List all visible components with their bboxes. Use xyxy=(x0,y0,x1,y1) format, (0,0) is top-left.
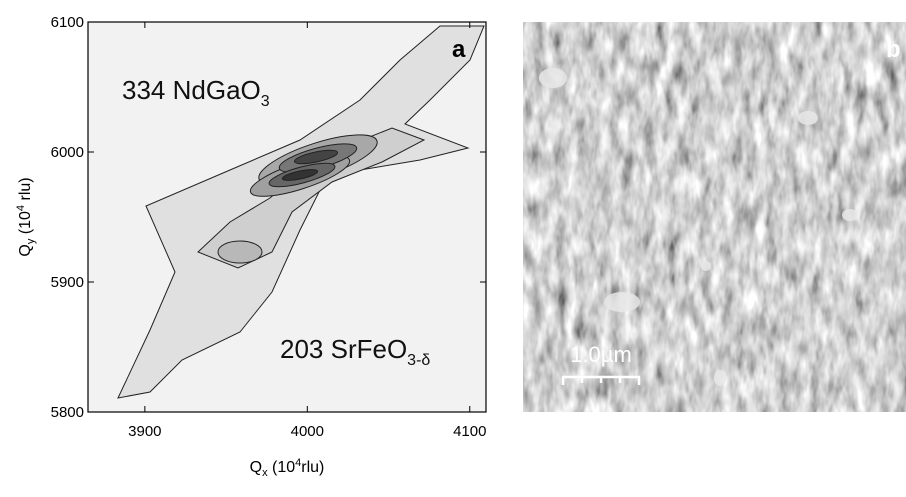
y-tick-label: 5900 xyxy=(51,274,84,291)
label-part: (10 xyxy=(268,459,296,476)
x-tick-label: 3900 xyxy=(128,423,161,440)
label-part: Q xyxy=(17,244,34,256)
label-part: (10 xyxy=(17,211,34,239)
panel-label: a xyxy=(452,36,466,63)
y-tick-label: 5800 xyxy=(51,404,84,421)
annotation-sub: 3-δ xyxy=(407,352,430,369)
annotation-text: 203 SrFeO xyxy=(280,334,407,364)
label-sub: y xyxy=(25,238,37,244)
annotation-text: 334 NdGaO xyxy=(122,75,261,105)
x-axis-label: Qx (104rlu) xyxy=(250,457,325,479)
label-part: Q xyxy=(250,459,262,476)
x-tick-label: 4100 xyxy=(453,423,486,440)
annotation: 203 SrFeO3-δ xyxy=(280,334,430,369)
label-part: rlu) xyxy=(17,177,34,205)
annotation-sub: 3 xyxy=(261,93,270,110)
x-tick-label: 4000 xyxy=(291,423,324,440)
afm-highlights xyxy=(539,68,858,386)
y-axis-label: Qy (104 rlu) xyxy=(15,177,37,256)
annotation: 334 NdGaO3 xyxy=(122,75,270,110)
plot-frame xyxy=(87,21,487,413)
scale-bar-label: 1.0µm xyxy=(570,342,632,367)
contours xyxy=(117,25,485,399)
afm-image xyxy=(523,22,906,412)
y-tick-label: 6100 xyxy=(51,14,84,31)
scale-bar xyxy=(561,375,641,385)
label-sup: 4 xyxy=(295,457,301,469)
y-tick-label: 6000 xyxy=(51,144,84,161)
label-sub: x xyxy=(262,467,268,479)
label-part: rlu) xyxy=(301,459,324,476)
panel-label: b xyxy=(886,36,901,63)
label-sup: 4 xyxy=(15,205,27,211)
